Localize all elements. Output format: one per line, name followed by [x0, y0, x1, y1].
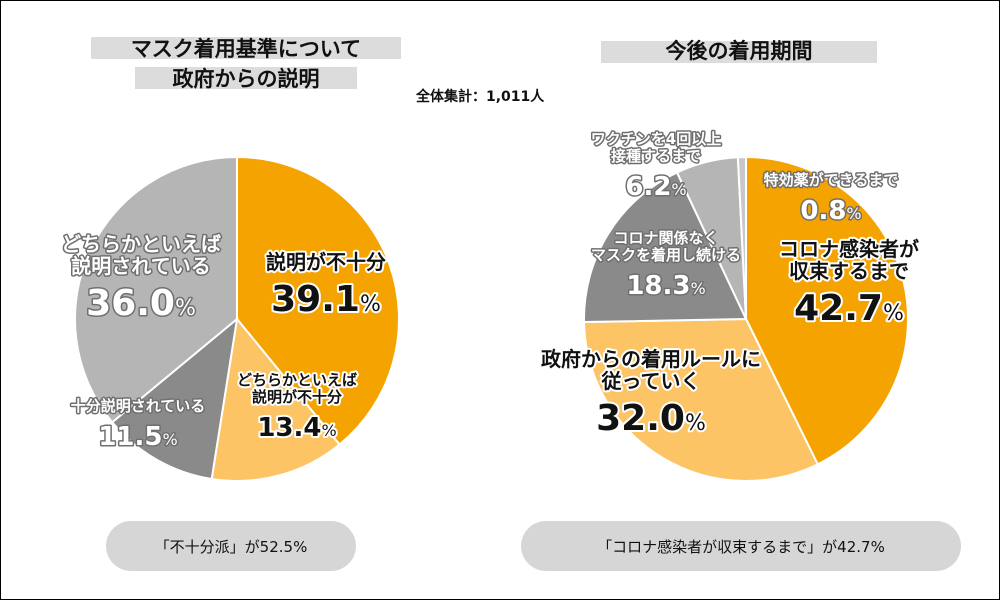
chart1-value-3: 11.5%: [98, 422, 177, 452]
chart1-label-2-line-1: どちらかといえば: [237, 371, 357, 389]
left-summary-pill: 「不十分派」が52.5%: [106, 521, 356, 571]
right-chart-title: 今後の着用期間: [665, 39, 813, 63]
chart2-slice-2: [583, 317, 820, 482]
chart2-value-2: 32.0%: [596, 398, 706, 439]
chart2-label-2-line-2: 従っていく: [601, 369, 701, 393]
right-title-band: [601, 41, 877, 63]
chart1-slice-4: [74, 155, 238, 424]
total-count: 全体集計：1,011人: [416, 89, 545, 105]
chart1-slice-1: [236, 155, 400, 446]
chart2-label-3-line-2: マスクを着用し続ける: [591, 246, 741, 264]
left-title-band-2: [135, 67, 357, 89]
chart2-label-1-line-2: 収束するまで: [789, 259, 909, 283]
chart1-label-1-line-1: 説明が不十分: [266, 250, 386, 274]
total-label: 全体集計: [416, 89, 472, 105]
chart1-label-4-line-1: どちらかといえば: [61, 232, 221, 256]
chart1-slice-3: [110, 316, 239, 481]
chart2-label-3-line-1: コロナ関係なく: [613, 229, 718, 247]
chart1-label-4-line-2: 説明されている: [71, 254, 210, 278]
left-chart-title-line1: マスク着用基準について: [130, 37, 362, 61]
chart2-slice-5: [736, 155, 747, 320]
chart1-label-3-line-1: 十分説明されている: [71, 397, 206, 415]
total-value: 1,011人: [486, 89, 545, 105]
chart2-label-2-line-1: 政府からの着用ルールに: [541, 347, 761, 371]
chart2-value-3: 18.3%: [626, 271, 705, 301]
chart2-slice-3: [583, 171, 748, 324]
chart2-label-1-line-1: コロナ感染者が: [779, 237, 919, 261]
chart2-label-4-line-2: 接種するまで: [611, 147, 701, 165]
left-chart-title-line2: 政府からの説明: [172, 67, 320, 91]
left-title-band-1: [91, 37, 401, 59]
chart1-label-2-line-2: 説明が不十分: [252, 388, 342, 406]
right-summary-pill: 「コロナ感染者が収束するまで」が42.7%: [521, 521, 961, 571]
chart2-label-5-line-1: 特効薬ができるまで: [764, 171, 899, 189]
chart1-label-3: 十分説明されている 11.5%: [69, 396, 207, 454]
chart1-slice-2: [210, 316, 341, 482]
chart2-slice-1: [745, 155, 909, 466]
chart2-label-4-line-1: ワクチンを4回以上: [591, 130, 721, 148]
